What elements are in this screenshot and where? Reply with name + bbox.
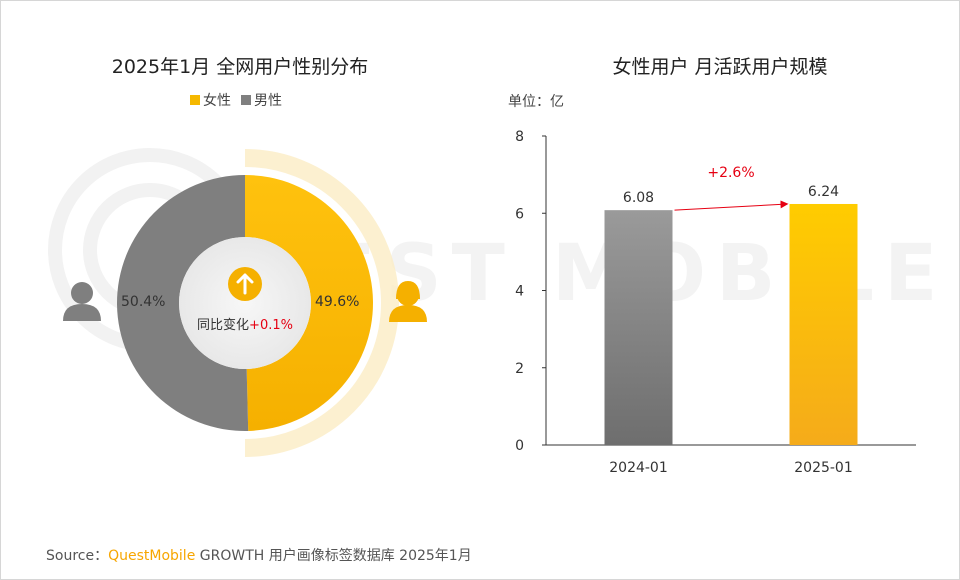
- yoy-label: 同比变化: [197, 318, 250, 333]
- y-tick-label: 6: [515, 206, 524, 222]
- pie-legend: 女性 男性: [190, 90, 282, 110]
- legend-item-female: 女性: [190, 90, 231, 110]
- bar-2024-01: [604, 210, 673, 445]
- right-chart-title: 女性用户 月活跃用户规模: [612, 56, 828, 78]
- bar-2025-01: [789, 203, 858, 445]
- x-tick-label: 2025-01: [794, 460, 853, 476]
- y-tick-label: 0: [515, 438, 524, 454]
- source-brand: QuestMobile: [108, 548, 196, 564]
- legend-label-female: 女性: [203, 93, 231, 109]
- y-tick-label: 2: [515, 361, 524, 377]
- growth-arrow: [674, 200, 789, 211]
- male-user-icon: [63, 282, 101, 321]
- legend-item-male: 男性: [241, 90, 282, 110]
- left-chart-title: 2025年1月 全网用户性别分布: [111, 56, 369, 78]
- y-tick-label: 4: [515, 284, 524, 300]
- source-prefix: Source：: [46, 548, 109, 564]
- yoy-change: 同比变化+0.1%: [190, 314, 300, 333]
- legend-swatch-male: [241, 95, 251, 105]
- yoy-value: +0.1%: [249, 318, 293, 333]
- pie-slice-female: [245, 175, 373, 431]
- x-tick-label: 2024-01: [609, 460, 668, 476]
- source-note: Source：QuestMobile GROWTH 用户画像标签数据库 2025…: [46, 545, 472, 565]
- male-percent-label: 50.4%: [121, 294, 166, 310]
- pie-slice-male: [116, 175, 249, 431]
- legend-swatch-female: [190, 95, 200, 105]
- arrow-up-icon: [236, 273, 254, 295]
- female-percent-label: 49.6%: [315, 294, 360, 310]
- y-axis-unit: 单位：亿: [508, 94, 564, 110]
- legend-label-male: 男性: [254, 93, 282, 109]
- donut-hole: [179, 237, 311, 369]
- bar-value-label: 6.24: [808, 184, 839, 200]
- female-glow-ring: [244, 149, 399, 457]
- y-tick-label: 8: [515, 129, 524, 145]
- source-rest: GROWTH 用户画像标签数据库 2025年1月: [195, 548, 472, 564]
- female-user-icon: [389, 281, 427, 322]
- bar-value-label: 6.08: [623, 190, 654, 206]
- growth-label: +2.6%: [707, 165, 754, 181]
